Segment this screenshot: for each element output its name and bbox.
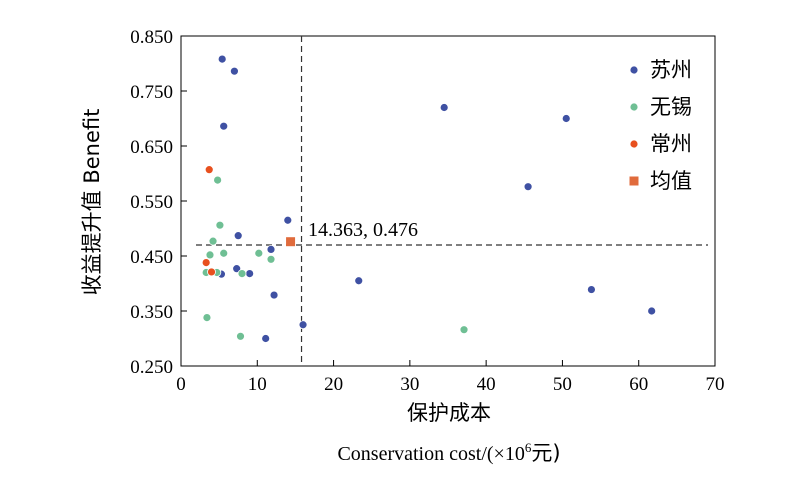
x-tick-label: 30 <box>400 374 419 395</box>
data-point <box>298 320 308 330</box>
y-tick-label: 0.650 <box>130 137 173 158</box>
data-point <box>459 325 469 335</box>
x-tick-label: 70 <box>706 374 725 395</box>
data-point <box>261 334 271 343</box>
y-tick-label: 0.850 <box>130 27 173 48</box>
data-point <box>283 215 293 225</box>
data-point <box>269 290 279 300</box>
y-tick-label: 0.450 <box>130 247 173 268</box>
x-axis-label-en-sup: 6 <box>525 440 532 455</box>
data-point <box>245 269 255 279</box>
x-tick-label: 50 <box>553 374 572 395</box>
legend-marker <box>629 176 639 186</box>
data-point <box>215 220 225 230</box>
data-point <box>647 306 657 316</box>
legend-label: 均值 <box>650 169 692 193</box>
data-point <box>213 175 223 185</box>
x-axis-label-en-suffix: 元) <box>531 441 560 465</box>
data-point <box>202 313 212 323</box>
data-point <box>354 276 364 286</box>
data-point <box>233 231 243 241</box>
mean-point <box>286 237 296 247</box>
data-point <box>201 258 211 268</box>
x-axis-label-cn: 保护成本 <box>407 401 491 425</box>
y-tick-label: 0.250 <box>130 357 173 378</box>
data-point <box>229 66 239 76</box>
plot-frame <box>180 35 716 367</box>
x-tick-label: 10 <box>248 374 267 395</box>
legend-label: 常州 <box>650 132 692 156</box>
data-point <box>204 165 214 175</box>
legend-marker <box>629 102 639 112</box>
y-tick-label: 0.550 <box>130 192 173 213</box>
data-point <box>523 182 533 192</box>
data-point <box>205 250 215 260</box>
x-axis-label-en-prefix: Conservation cost/(×10 <box>337 443 524 465</box>
data-point <box>561 114 571 123</box>
y-axis-label: 收益提升值 Benefit <box>80 109 104 296</box>
mean-annotation: 14.363, 0.476 <box>308 219 418 241</box>
x-tick-label: 40 <box>477 374 496 395</box>
data-point <box>266 254 276 264</box>
data-point <box>219 121 229 131</box>
legend-label: 无锡 <box>650 95 692 119</box>
axis-ticks: 0 10 20 30 40 50 60 70 0.250 0.350 0.450 0.550 0.650… <box>130 27 724 395</box>
data-point <box>217 54 227 64</box>
data-point <box>232 264 242 274</box>
data-point <box>208 236 218 246</box>
data-point <box>266 244 276 254</box>
mean-reference-lines <box>196 36 708 366</box>
data-point <box>237 269 247 279</box>
data-point <box>207 267 216 277</box>
data-point <box>236 331 245 341</box>
y-tick-label: 0.350 <box>130 302 173 323</box>
data-point <box>254 248 264 258</box>
x-tick-label: 20 <box>324 374 343 395</box>
x-tick-label: 60 <box>629 374 648 395</box>
legend-label: 苏州 <box>650 58 692 82</box>
x-axis-label-en: Conservation cost/(×106元) <box>337 440 560 465</box>
x-tick-label: 0 <box>176 374 186 395</box>
data-point <box>439 103 449 112</box>
legend-marker <box>629 139 639 149</box>
data-point <box>219 248 229 258</box>
data-point <box>587 285 596 294</box>
plot-border <box>180 35 716 367</box>
y-tick-label: 0.750 <box>130 82 173 103</box>
legend-marker <box>629 65 639 75</box>
data-points <box>201 54 657 343</box>
